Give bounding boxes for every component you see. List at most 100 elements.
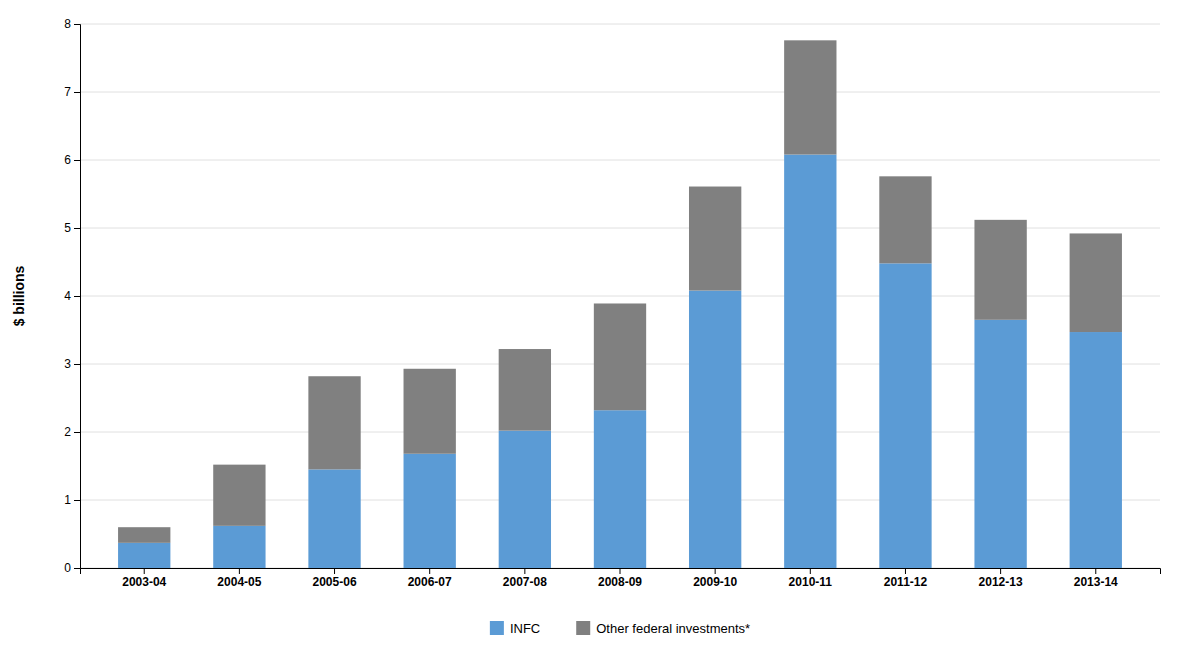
bar xyxy=(404,369,456,454)
bar xyxy=(879,263,931,568)
tick-label: 0 xyxy=(64,561,71,575)
tick: 8 xyxy=(64,17,80,31)
tick-label: 2004-05 xyxy=(217,575,261,589)
legend-item: INFC xyxy=(490,621,540,636)
tick-mark xyxy=(144,568,145,574)
tick: 2004-05 xyxy=(217,568,261,589)
grid-line xyxy=(80,24,1160,25)
bar xyxy=(974,220,1026,320)
bar xyxy=(1070,233,1122,332)
tick: 2 xyxy=(64,425,80,439)
tick-label: 7 xyxy=(64,85,71,99)
bar xyxy=(213,526,265,568)
tick-mark xyxy=(524,568,525,574)
bar xyxy=(308,469,360,568)
tick-label: 1 xyxy=(64,493,71,507)
tick-label: 2011-12 xyxy=(884,575,928,589)
bar xyxy=(689,187,741,291)
tick-mark xyxy=(334,568,335,574)
bar xyxy=(594,410,646,568)
tick: 2010-11 xyxy=(789,568,833,589)
tick-label: 3 xyxy=(64,357,71,371)
tick-label: 2003-04 xyxy=(122,575,166,589)
bar xyxy=(784,155,836,568)
bar xyxy=(879,176,931,263)
tick-label: 2005-06 xyxy=(313,575,357,589)
tick: 2005-06 xyxy=(313,568,357,589)
tick-mark xyxy=(74,92,80,93)
tick-mark xyxy=(429,568,430,574)
grid-line xyxy=(80,160,1160,161)
tick: 3 xyxy=(64,357,80,371)
bar xyxy=(499,431,551,568)
tick: 2007-08 xyxy=(503,568,547,589)
x-axis: 2003-04 2004-05 2005-06 2006-07 2007-08 2008-… xyxy=(81,568,1161,589)
tick-mark xyxy=(74,364,80,365)
axis-domain xyxy=(74,25,81,569)
y-axis: 0 1 2 3 4 5 6 7 8 xyxy=(64,17,80,575)
bar xyxy=(499,349,551,431)
tick-mark xyxy=(905,568,906,574)
axis-domain xyxy=(81,569,1161,575)
tick: 1 xyxy=(64,493,80,507)
tick: 2012-13 xyxy=(979,568,1023,589)
tick: 2011-12 xyxy=(884,568,928,589)
tick-mark xyxy=(715,568,716,574)
tick-mark xyxy=(1095,568,1096,574)
tick-mark xyxy=(810,568,811,574)
tick-mark xyxy=(239,568,240,574)
legend-label: Other federal investments* xyxy=(596,621,750,636)
tick: 0 xyxy=(64,561,80,575)
tick-mark xyxy=(620,568,621,574)
tick-label: 8 xyxy=(64,17,71,31)
tick-label: 2008-09 xyxy=(598,575,642,589)
tick: 2009-10 xyxy=(693,568,737,589)
series-bars xyxy=(118,40,1122,543)
bar xyxy=(594,303,646,410)
bar xyxy=(118,543,170,568)
tick-mark xyxy=(1000,568,1001,574)
tick-mark xyxy=(74,432,80,433)
tick: 5 xyxy=(64,221,80,235)
tick-label: 4 xyxy=(64,289,71,303)
legend-swatch xyxy=(490,621,504,635)
chart: 2003-04 2004-05 2005-06 2006-07 2007-08 2008-… xyxy=(0,0,1190,668)
tick-mark xyxy=(74,568,80,569)
bar xyxy=(689,291,741,568)
tick-mark xyxy=(74,24,80,25)
tick-label: 5 xyxy=(64,221,71,235)
plot: 2003-04 2004-05 2005-06 2006-07 2007-08 2008-… xyxy=(64,17,1160,588)
tick-label: 2010-11 xyxy=(789,575,833,589)
y-axis-title: $ billions xyxy=(11,265,27,326)
grid xyxy=(80,24,1160,568)
bar xyxy=(1070,332,1122,568)
bar xyxy=(118,527,170,543)
tick-label: 2007-08 xyxy=(503,575,547,589)
tick: 7 xyxy=(64,85,80,99)
tick-label: 6 xyxy=(64,153,71,167)
tick: 4 xyxy=(64,289,80,303)
bars xyxy=(118,40,1122,568)
legend: INFC Other federal investments* xyxy=(490,621,750,636)
bar xyxy=(404,454,456,568)
tick-label: 2012-13 xyxy=(979,575,1023,589)
tick-mark xyxy=(74,228,80,229)
tick-label: 2009-10 xyxy=(693,575,737,589)
bar xyxy=(213,465,265,526)
tick: 2008-09 xyxy=(598,568,642,589)
series-bars xyxy=(118,155,1122,568)
tick: 6 xyxy=(64,153,80,167)
legend-item: Other federal investments* xyxy=(576,621,750,636)
legend-swatch xyxy=(576,621,590,635)
bar xyxy=(784,40,836,154)
tick-mark xyxy=(74,160,80,161)
tick-label: 2 xyxy=(64,425,71,439)
bar xyxy=(308,376,360,469)
tick: 2013-14 xyxy=(1074,568,1118,589)
tick-mark xyxy=(74,296,80,297)
tick: 2006-07 xyxy=(408,568,452,589)
bar xyxy=(974,320,1026,568)
tick-label: 2006-07 xyxy=(408,575,452,589)
tick-mark xyxy=(74,500,80,501)
legend-label: INFC xyxy=(510,621,540,636)
